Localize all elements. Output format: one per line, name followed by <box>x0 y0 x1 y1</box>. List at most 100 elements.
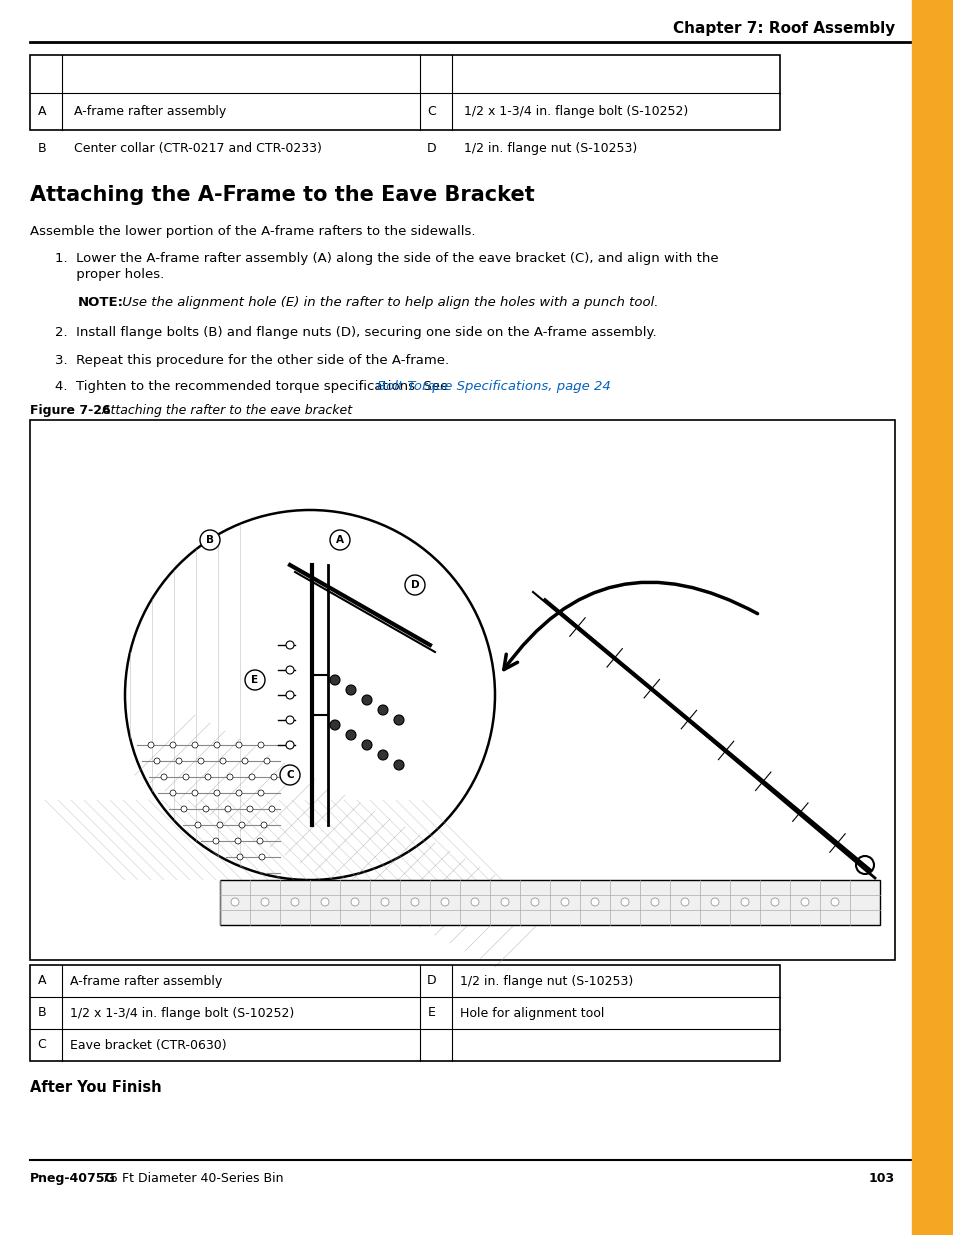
Circle shape <box>500 898 509 906</box>
Circle shape <box>801 898 808 906</box>
Circle shape <box>161 774 167 781</box>
Circle shape <box>261 898 269 906</box>
Text: Figure 7-26: Figure 7-26 <box>30 404 111 417</box>
Circle shape <box>235 790 242 797</box>
Text: A: A <box>38 105 46 117</box>
Circle shape <box>271 774 276 781</box>
Text: Eave bracket (CTR-0630): Eave bracket (CTR-0630) <box>70 1039 227 1051</box>
Text: 4.  Tighten to the recommended torque specifications. See: 4. Tighten to the recommended torque spe… <box>55 380 452 393</box>
Bar <box>30 420 894 960</box>
Text: Attaching the rafter to the eave bracket: Attaching the rafter to the eave bracket <box>98 404 352 417</box>
Text: B: B <box>38 1007 47 1020</box>
Circle shape <box>650 898 659 906</box>
Bar <box>911 0 953 1235</box>
Circle shape <box>192 742 198 748</box>
Circle shape <box>203 806 209 811</box>
Circle shape <box>351 898 358 906</box>
Circle shape <box>261 823 267 827</box>
Text: proper holes.: proper holes. <box>55 268 164 282</box>
Circle shape <box>192 790 198 797</box>
Circle shape <box>257 790 264 797</box>
Circle shape <box>181 806 187 811</box>
Circle shape <box>170 790 175 797</box>
Circle shape <box>286 716 294 724</box>
Text: 1/2 x 1-3/4 in. flange bolt (S-10252): 1/2 x 1-3/4 in. flange bolt (S-10252) <box>463 105 687 117</box>
Text: .: . <box>571 380 575 393</box>
Text: D: D <box>410 580 419 590</box>
Text: Assemble the lower portion of the A-frame rafters to the sidewalls.: Assemble the lower portion of the A-fram… <box>30 225 475 238</box>
Circle shape <box>405 576 424 595</box>
Circle shape <box>770 898 779 906</box>
Circle shape <box>256 839 263 844</box>
Circle shape <box>236 853 243 860</box>
Circle shape <box>245 671 265 690</box>
Circle shape <box>394 760 403 769</box>
FancyArrowPatch shape <box>503 582 757 669</box>
Circle shape <box>198 758 204 764</box>
Circle shape <box>620 898 628 906</box>
Circle shape <box>346 730 355 740</box>
Text: Attaching the A-Frame to the Eave Bracket: Attaching the A-Frame to the Eave Bracke… <box>30 185 535 205</box>
Bar <box>220 881 879 925</box>
Circle shape <box>330 676 339 685</box>
Text: 103: 103 <box>868 1172 894 1186</box>
Circle shape <box>194 823 201 827</box>
Text: 2.  Install flange bolts (B) and flange nuts (D), securing one side on the A-fra: 2. Install flange bolts (B) and flange n… <box>55 326 656 338</box>
Circle shape <box>286 666 294 674</box>
Circle shape <box>148 742 153 748</box>
Text: Hole for alignment tool: Hole for alignment tool <box>459 1007 604 1020</box>
Text: A: A <box>335 535 344 545</box>
Text: Chapter 7: Roof Assembly: Chapter 7: Roof Assembly <box>672 21 894 36</box>
Text: A-frame rafter assembly: A-frame rafter assembly <box>74 105 226 117</box>
Circle shape <box>361 695 372 705</box>
Text: D: D <box>427 142 436 156</box>
Circle shape <box>291 898 298 906</box>
Text: 3.  Repeat this procedure for the other side of the A-frame.: 3. Repeat this procedure for the other s… <box>55 354 449 367</box>
Circle shape <box>361 740 372 750</box>
Circle shape <box>234 839 241 844</box>
Text: Center collar (CTR-0217 and CTR-0233): Center collar (CTR-0217 and CTR-0233) <box>74 142 321 156</box>
Circle shape <box>257 742 264 748</box>
Text: Bolt Torque Specifications, page 24: Bolt Torque Specifications, page 24 <box>376 380 610 393</box>
Circle shape <box>280 764 299 785</box>
Text: D: D <box>427 974 436 988</box>
Text: Use the alignment hole (E) in the rafter to help align the holes with a punch to: Use the alignment hole (E) in the rafter… <box>118 296 658 309</box>
Bar <box>30 965 780 1061</box>
Circle shape <box>239 823 245 827</box>
Circle shape <box>231 898 239 906</box>
Circle shape <box>320 898 329 906</box>
Circle shape <box>213 839 219 844</box>
Circle shape <box>216 823 223 827</box>
Circle shape <box>153 758 160 764</box>
Circle shape <box>286 641 294 650</box>
Text: C: C <box>37 1039 47 1051</box>
Bar <box>30 56 780 130</box>
Circle shape <box>286 692 294 699</box>
Circle shape <box>560 898 568 906</box>
Circle shape <box>377 705 388 715</box>
Text: B: B <box>38 142 47 156</box>
Circle shape <box>205 774 211 781</box>
Circle shape <box>710 898 719 906</box>
Circle shape <box>200 530 220 550</box>
Circle shape <box>220 758 226 764</box>
Text: C: C <box>286 769 294 781</box>
Circle shape <box>590 898 598 906</box>
Circle shape <box>225 806 231 811</box>
Circle shape <box>380 898 389 906</box>
Circle shape <box>235 742 242 748</box>
Circle shape <box>830 898 838 906</box>
Circle shape <box>411 898 418 906</box>
Circle shape <box>170 742 175 748</box>
Circle shape <box>330 530 350 550</box>
Circle shape <box>286 741 294 748</box>
Text: 1/2 in. flange nut (S-10253): 1/2 in. flange nut (S-10253) <box>463 142 637 156</box>
Text: 1/2 x 1-3/4 in. flange bolt (S-10252): 1/2 x 1-3/4 in. flange bolt (S-10252) <box>70 1007 294 1020</box>
Circle shape <box>377 750 388 760</box>
Circle shape <box>125 510 495 881</box>
Circle shape <box>531 898 538 906</box>
Text: After You Finish: After You Finish <box>30 1079 161 1095</box>
Text: 75 Ft Diameter 40-Series Bin: 75 Ft Diameter 40-Series Bin <box>98 1172 283 1186</box>
Text: E: E <box>252 676 258 685</box>
Circle shape <box>440 898 449 906</box>
